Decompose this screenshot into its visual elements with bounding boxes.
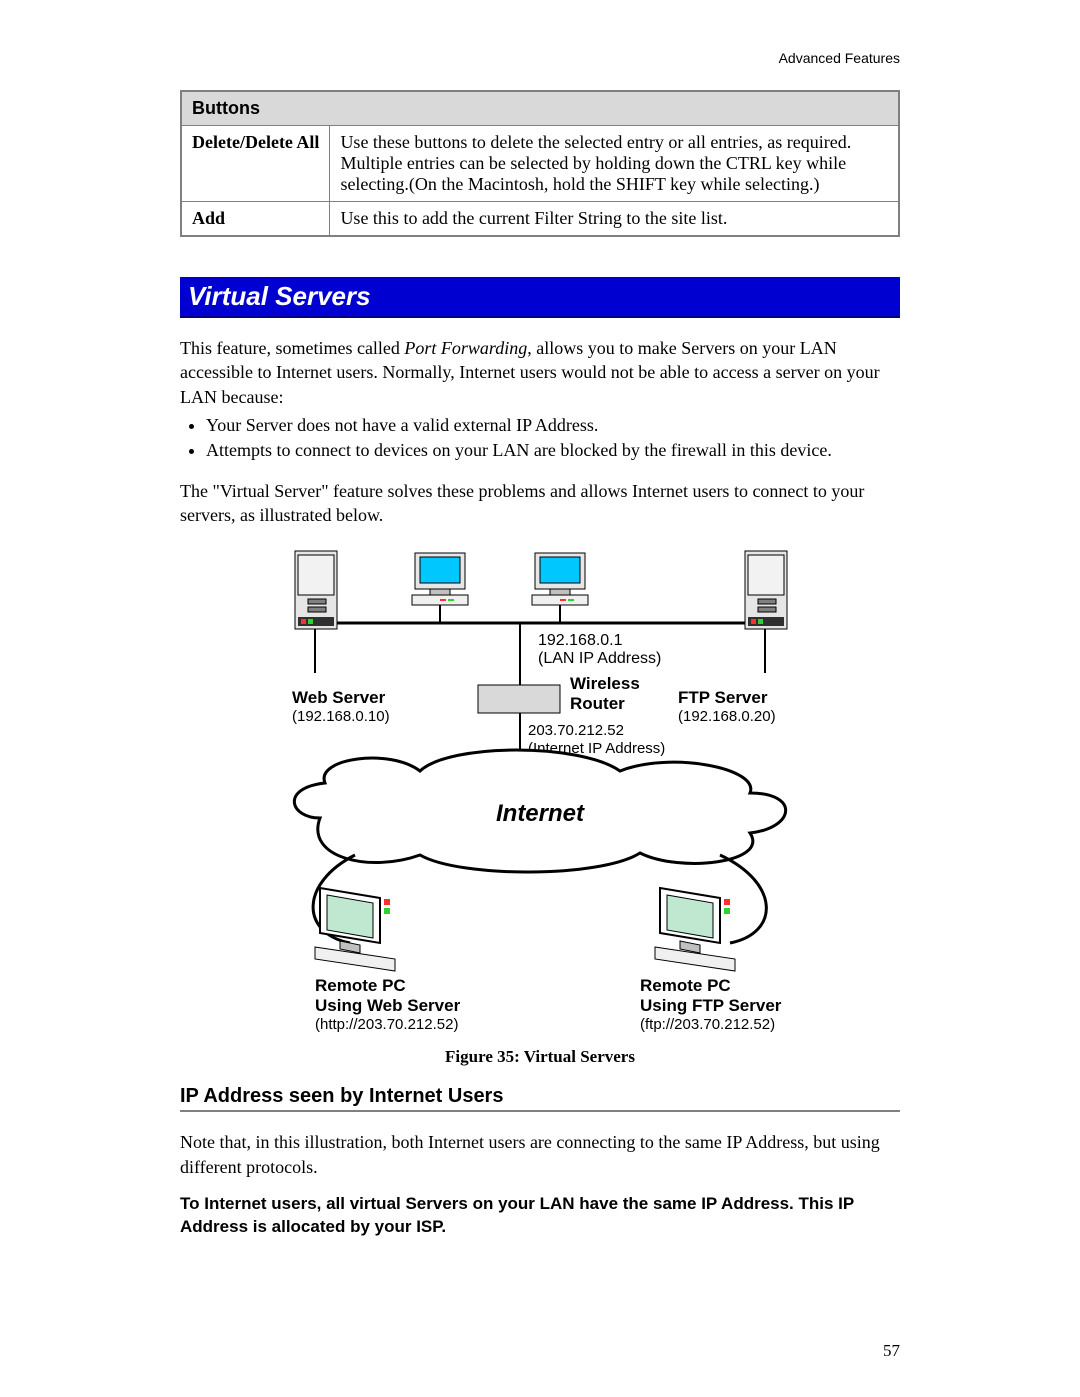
wan-ip-text: 203.70.212.52 xyxy=(528,722,624,739)
internet-label: Internet xyxy=(496,800,585,827)
buttons-row-desc: Use these buttons to delete the selected… xyxy=(330,126,899,202)
server-tower-icon xyxy=(745,551,787,629)
remote-pc-icon xyxy=(655,888,735,971)
intro-paragraph-2: The "Virtual Server" feature solves thes… xyxy=(180,479,900,528)
remote-ftp-l3: (ftp://203.70.212.52) xyxy=(640,1016,775,1033)
buttons-table-header: Buttons xyxy=(181,91,899,126)
table-row: Add Use this to add the current Filter S… xyxy=(181,202,899,237)
buttons-row-label: Delete/Delete All xyxy=(181,126,330,202)
intro-p1-italic: Port Forwarding xyxy=(404,338,527,358)
note-paragraph: Note that, in this illustration, both In… xyxy=(180,1130,900,1179)
virtual-servers-diagram: 192.168.0.1 (LAN IP Address) Web Server … xyxy=(260,543,820,1041)
list-item: Your Server does not have a valid extern… xyxy=(206,415,900,436)
remote-web-l1: Remote PC xyxy=(315,976,406,995)
intro-bullets: Your Server does not have a valid extern… xyxy=(180,415,900,461)
ftp-server-ip: (192.168.0.20) xyxy=(678,708,776,725)
remote-ftp-l2: Using FTP Server xyxy=(640,996,782,1015)
web-server-ip: (192.168.0.10) xyxy=(292,708,390,725)
buttons-row-label: Add xyxy=(181,202,330,237)
pc-icon xyxy=(412,553,468,605)
intro-p1-pre: This feature, sometimes called xyxy=(180,338,404,358)
ftp-server-title: FTP Server xyxy=(678,688,768,707)
router-icon xyxy=(478,685,560,713)
table-row: Delete/Delete All Use these buttons to d… xyxy=(181,126,899,202)
web-server-title: Web Server xyxy=(292,688,386,707)
remote-ftp-l1: Remote PC xyxy=(640,976,731,995)
server-tower-icon xyxy=(295,551,337,629)
bold-paragraph: To Internet users, all virtual Servers o… xyxy=(180,1193,900,1239)
lan-ip-text: 192.168.0.1 xyxy=(538,632,623,649)
lan-ip-label: (LAN IP Address) xyxy=(538,650,661,667)
buttons-row-desc: Use this to add the current Filter Strin… xyxy=(330,202,899,237)
figure-caption: Figure 35: Virtual Servers xyxy=(260,1047,820,1067)
remote-web-l2: Using Web Server xyxy=(315,996,461,1015)
subheading: IP Address seen by Internet Users xyxy=(180,1085,900,1112)
intro-paragraph-1: This feature, sometimes called Port Forw… xyxy=(180,336,900,409)
pc-icon xyxy=(532,553,588,605)
remote-pc-icon xyxy=(315,888,395,971)
router-title1: Wireless xyxy=(570,674,640,693)
list-item: Attempts to connect to devices on your L… xyxy=(206,440,900,461)
page-number: 57 xyxy=(883,1341,900,1361)
remote-web-l3: (http://203.70.212.52) xyxy=(315,1016,458,1033)
router-title2: Router xyxy=(570,694,625,713)
section-title: Virtual Servers xyxy=(180,277,900,318)
page-header-right: Advanced Features xyxy=(779,50,900,66)
buttons-table: Buttons Delete/Delete All Use these butt… xyxy=(180,90,900,237)
